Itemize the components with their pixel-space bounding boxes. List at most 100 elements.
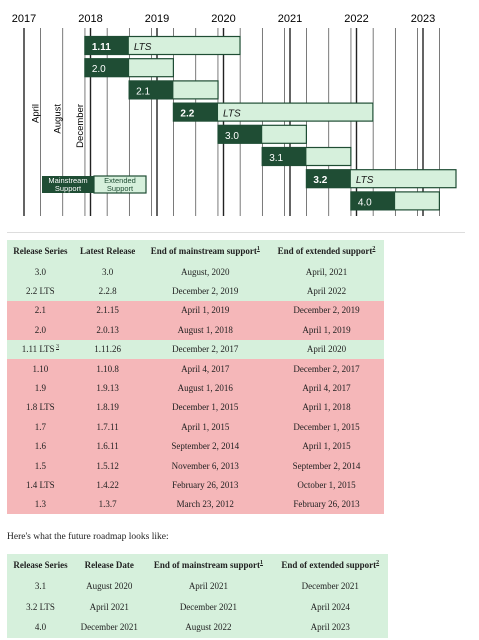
cell-release-series: 1.8 LTS (7, 397, 74, 418)
cell-latest-release-text: 1.8.19 (96, 402, 119, 413)
table-row: 1.11 LTS 3 1.11.26 December 2, 2017 April 2… (7, 339, 384, 359)
table-row: 1.9 1.9.13 August 1, 2016 April 4, 2017 (7, 378, 384, 398)
cell-release-series: 1.11 LTS 3 (7, 339, 74, 359)
cell-extended-end-text: December 2, 2017 (293, 363, 360, 374)
release-version-label: 2.0 (92, 64, 106, 75)
cell-mainstream-end: September 2, 2014 (141, 436, 270, 456)
mainstream-support-bar (262, 147, 307, 166)
cell-mainstream-end: December 2, 2017 (141, 339, 270, 359)
footnote-link-3[interactable]: 3 (56, 344, 60, 351)
header-release-date: Release Date (74, 554, 145, 576)
cell-extended-end-text: April 1, 2018 (302, 402, 351, 413)
cell-extended-end-text: December 1, 2015 (293, 421, 360, 432)
cell-release-date: December 2021 (74, 617, 145, 638)
cell-mainstream-end: April 1, 2015 (141, 417, 270, 437)
table-header-row: Release Series Release Date End of mains… (7, 554, 388, 576)
cell-mainstream-end: August 1, 2016 (141, 378, 270, 398)
cell-latest-release-text: 1.7.11 (96, 421, 119, 432)
cell-release-series-text: 1.10 (32, 363, 49, 374)
cell-mainstream-end: February 26, 2013 (141, 475, 270, 495)
cell-latest-release-text: 1.9.13 (96, 383, 119, 394)
cell-release-series: 1.5 (7, 455, 74, 476)
year-tick-label: 2023 (411, 13, 435, 25)
table-row: 3.2 LTS April 2021 December 2021 April 2024 (7, 596, 388, 617)
table-row: 2.1 2.1.15 April 1, 2019 December 2, 2019 (7, 300, 384, 321)
footnote-link-2[interactable]: 2 (372, 246, 376, 252)
header-mainstream-label: End of mainstream support (150, 246, 257, 256)
release-series-table: Release Series Latest Release End of mai… (7, 240, 384, 515)
mainstream-support-bar (84, 36, 129, 55)
section-divider (7, 232, 465, 233)
cell-release-series: 1.6 (7, 436, 74, 456)
footnote-link-1[interactable]: 1 (259, 560, 263, 566)
cell-release-series-text: 1.9 (34, 383, 46, 394)
header-extended-label: End of extended support (277, 246, 373, 256)
cell-latest-release: 2.1.15 (73, 300, 142, 321)
cell-release-series-text: 1.6 (34, 441, 46, 452)
year-tick-label: 2019 (145, 13, 169, 25)
cell-release-series: 1.3 (7, 494, 74, 515)
roadmap-table: Release Series Release Date End of mains… (7, 554, 388, 638)
release-version-label: 3.0 (225, 131, 239, 142)
legend-mainstream-label: Mainstream Support (48, 176, 87, 193)
table-row: 1.7 1.7.11 April 1, 2015 December 1, 2015 (7, 417, 384, 437)
table-row: 3.0 3.0 August, 2020 April, 2021 (7, 262, 384, 282)
header-release-series: Release Series (7, 554, 75, 576)
cell-release-series-text: 1.8 LTS (26, 402, 55, 413)
cell-latest-release-text: 2.2.8 (98, 286, 117, 297)
cell-latest-release-text: 3.0 (102, 266, 114, 277)
table-row: 2.0 2.0.13 August 1, 2018 April 1, 2019 (7, 320, 384, 340)
year-tick-label: 2018 (78, 13, 102, 25)
footnote-link-1[interactable]: 1 (256, 246, 260, 252)
cell-mainstream-end-text: April 1, 2015 (181, 421, 230, 432)
cell-latest-release-text: 1.11.26 (94, 344, 121, 355)
release-version-label: 3.1 (269, 153, 283, 164)
cell-mainstream-end: December 2021 (144, 596, 273, 617)
cell-latest-release-text: 2.1.15 (96, 305, 119, 316)
cell-mainstream-end-text: August 1, 2018 (177, 324, 233, 335)
cell-extended-end-text: September 2, 2014 (292, 460, 361, 471)
cell-release-series: 2.2 LTS (7, 281, 74, 301)
cell-latest-release: 1.5.12 (73, 455, 142, 476)
month-marker-label: April (30, 104, 41, 123)
footnote-link-2[interactable]: 2 (376, 560, 380, 566)
cell-release-series-text: 2.0 (34, 324, 46, 335)
cell-latest-release: 1.3.7 (73, 494, 142, 515)
cell-mainstream-end: December 1, 2015 (141, 397, 270, 418)
cell-mainstream-end: August 1, 2018 (141, 320, 270, 340)
release-version-label: 4.0 (358, 197, 372, 208)
cell-release-series: 4.0 (7, 617, 75, 638)
table-row: 1.8 LTS 1.8.19 December 1, 2015 April 1, 20… (7, 397, 384, 418)
cell-release-series-text: 2.1 (34, 305, 46, 316)
cell-release-series: 1.7 (7, 417, 74, 437)
cell-extended-end: February 26, 2013 (269, 494, 384, 515)
release-version-label: 2.2 (180, 109, 194, 120)
month-marker-label: December (75, 104, 86, 148)
cell-mainstream-end-text: September 2, 2014 (171, 441, 240, 452)
cell-extended-end: April 2024 (272, 596, 388, 617)
cell-mainstream-end: March 23, 2012 (141, 494, 270, 515)
cell-extended-end-text: April 2022 (306, 286, 347, 297)
cell-latest-release: 1.4.22 (73, 475, 142, 495)
legend-mainstream-swatch (42, 176, 94, 193)
mainstream-support-bar (218, 125, 263, 144)
header-mainstream-label: End of mainstream support (153, 560, 260, 570)
cell-mainstream-end-text: August, 2020 (181, 266, 230, 277)
cell-extended-end: April 2023 (272, 617, 388, 638)
cell-release-series: 3.2 LTS (7, 596, 75, 617)
cell-release-series: 1.4 LTS (7, 475, 74, 495)
table-row: 1.3 1.3.7 March 23, 2012 February 26, 2013 (7, 494, 384, 515)
cell-mainstream-end: April 1, 2019 (141, 300, 270, 321)
cell-extended-end: April 2022 (269, 281, 384, 301)
cell-extended-end: April 4, 2017 (269, 378, 384, 398)
cell-mainstream-end-text: December 1, 2015 (172, 402, 239, 413)
cell-extended-end-text: December 2, 2019 (293, 305, 360, 316)
header-extended-support: End of extended support2 (269, 240, 384, 262)
table-header-row: Release Series Latest Release End of mai… (7, 240, 384, 262)
table-row: 1.6 1.6.11 September 2, 2014 April 1, 2015 (7, 436, 384, 456)
mainstream-support-bar (173, 103, 219, 122)
cell-release-series: 3.0 (7, 262, 74, 282)
cell-release-series-text: 1.3 (34, 499, 46, 510)
cell-mainstream-end-text: December 2, 2019 (172, 286, 239, 297)
cell-extended-end: April 2020 (269, 339, 384, 359)
